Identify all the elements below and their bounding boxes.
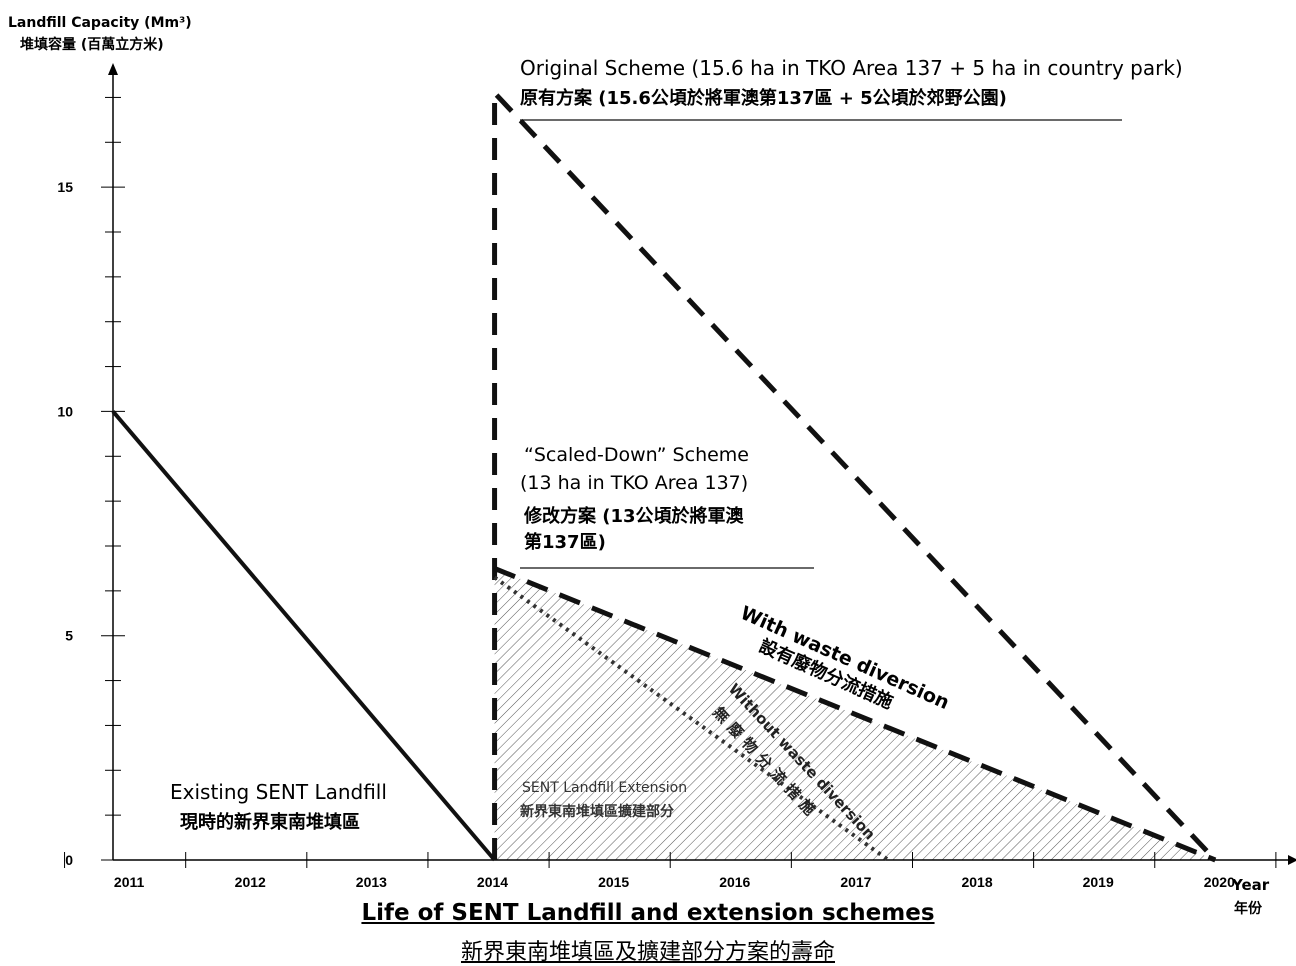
existing-landfill-label: Existing SENT Landfill bbox=[170, 780, 387, 804]
x-tick-label-2019: 2019 bbox=[1083, 874, 1114, 890]
existing-landfill-label-zh: 現時的新界東南堆填區 bbox=[180, 812, 360, 833]
y-tick-label-5: 5 bbox=[65, 628, 73, 644]
chart-title-zh: 新界東南堆填區及擴建部分方案的壽命 bbox=[460, 940, 835, 965]
chart-title: Life of SENT Landfill and extension sche… bbox=[361, 900, 935, 926]
scaled-scheme-label-line1: “Scaled-Down” Scheme bbox=[524, 444, 749, 466]
x-axis-label-zh: 年份 bbox=[1234, 901, 1262, 917]
x-tick-label-2014: 2014 bbox=[477, 874, 508, 890]
y-tick-label-15: 15 bbox=[57, 179, 73, 195]
x-tick-label-2011: 2011 bbox=[114, 874, 145, 890]
series-line-3 bbox=[493, 575, 890, 862]
scaled-scheme-label-line3: 修改方案 (13公頃於將軍澳 bbox=[524, 506, 744, 527]
scaled-scheme-label-line4: 第137區) bbox=[524, 532, 606, 553]
y-axis-label-zh: 堆填容量 (百萬立方米) bbox=[20, 37, 164, 53]
x-axis-arrow bbox=[1288, 855, 1296, 865]
series-line-1 bbox=[492, 86, 1218, 862]
y-axis-label: Landfill Capacity (Mm³) bbox=[8, 15, 192, 31]
y-tick-label-0: 0 bbox=[65, 852, 73, 868]
original-scheme-label: Original Scheme (15.6 ha in TKO Area 137… bbox=[520, 56, 1183, 80]
extension-label-zh: 新界東南堆填區擴建部分 bbox=[520, 804, 674, 820]
x-tick-label-2012: 2012 bbox=[235, 874, 266, 890]
x-tick-label-2015: 2015 bbox=[598, 874, 629, 890]
x-tick-label-2013: 2013 bbox=[356, 874, 387, 890]
extension-shaded-region bbox=[494, 568, 1216, 860]
original-scheme-label-zh: 原有方案 (15.6公頃於將軍澳第137區 + 5公頃於郊野公園) bbox=[520, 88, 1007, 109]
extension-label: SENT Landfill Extension bbox=[522, 780, 688, 796]
series-line-0 bbox=[111, 410, 497, 862]
scaled-scheme-label-line2: (13 ha in TKO Area 137) bbox=[520, 472, 749, 494]
x-axis-label: Year bbox=[1232, 876, 1270, 894]
y-tick-label-10: 10 bbox=[57, 403, 73, 419]
x-tick-label-2016: 2016 bbox=[719, 874, 750, 890]
x-tick-label-2018: 2018 bbox=[961, 874, 992, 890]
x-tick-label-2017: 2017 bbox=[840, 874, 871, 890]
series-line-2 bbox=[493, 566, 1217, 863]
x-tick-label-2020: 2020 bbox=[1204, 874, 1235, 890]
y-axis-arrow bbox=[108, 63, 118, 75]
